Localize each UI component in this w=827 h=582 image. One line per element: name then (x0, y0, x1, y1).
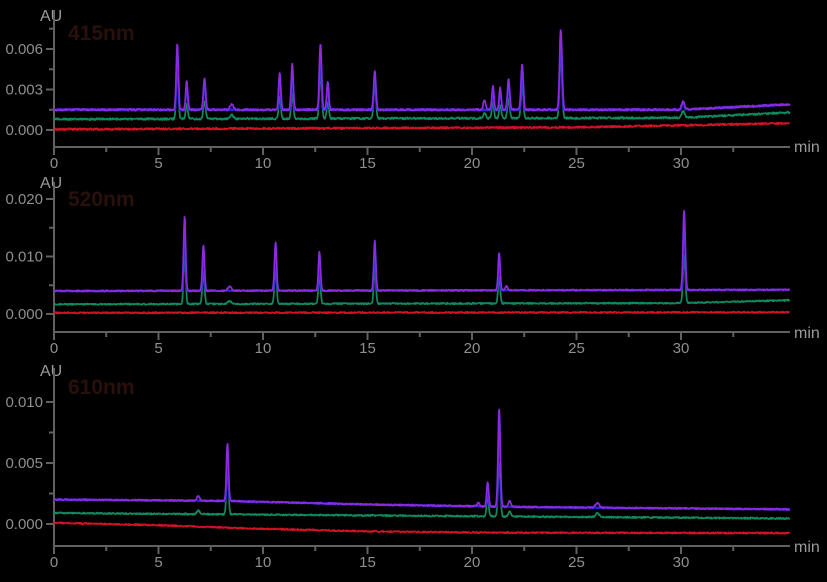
x-tick-label: 25 (568, 554, 585, 571)
trace-green (53, 249, 791, 306)
trace-blue (53, 213, 791, 293)
x-tick-label: 20 (464, 155, 481, 172)
y-tick-label: 0.006 (5, 41, 43, 58)
trace-green (53, 461, 791, 520)
y-tick-label: 0.003 (5, 82, 43, 99)
wavelength-title: 610nm (68, 376, 135, 399)
x-tick-label: 5 (154, 155, 162, 172)
trace-red (53, 521, 791, 535)
panel-520nm: AU 520nm min 0.000 0.010 0.020 0 5 10 15 20 25 30 (5, 175, 819, 357)
x-axis-unit-label: min (794, 539, 820, 556)
y-tick-label: 0.010 (5, 394, 43, 411)
x-tick-label: 15 (359, 554, 376, 571)
y-tick-label: 0.005 (5, 455, 43, 472)
x-tick-label: 25 (568, 155, 585, 172)
y-tick-label: 0.000 (5, 122, 43, 139)
x-tick-label: 15 (359, 340, 376, 357)
x-tick-label: 0 (50, 340, 58, 357)
x-tick-label: 15 (359, 155, 376, 172)
x-tick-label: 30 (673, 554, 690, 571)
trace-violet (53, 209, 791, 293)
x-tick-label: 0 (50, 554, 58, 571)
x-tick-label: 20 (464, 340, 481, 357)
wavelength-title: 520nm (68, 188, 135, 211)
x-tick-label: 10 (255, 155, 272, 172)
x-tick-label: 5 (154, 340, 162, 357)
panel-610nm: AU 610nm min 0.000 0.005 0.010 0 5 10 15 20 25 30 (5, 363, 819, 571)
x-tick-label: 10 (255, 554, 272, 571)
y-tick-label: 0.020 (5, 191, 43, 208)
trace-blue (53, 415, 791, 511)
x-axis-unit-label: min (794, 139, 820, 156)
x-tick-label: 20 (464, 554, 481, 571)
x-tick-label: 0 (50, 155, 58, 172)
wavelength-title: 415nm (68, 22, 135, 45)
x-tick-label: 30 (673, 340, 690, 357)
trace-blue (53, 34, 791, 112)
x-tick-label: 5 (154, 554, 162, 571)
x-axis-unit-label: min (794, 325, 820, 342)
x-tick-label: 25 (568, 340, 585, 357)
y-tick-label: 0.000 (5, 306, 43, 323)
y-tick-label: 0.010 (5, 249, 43, 266)
trace-red (53, 310, 791, 315)
panel-415nm: AU 415nm min 0.000 0.003 0.006 0 5 10 15 20 25 30 (5, 8, 819, 172)
y-tick-label: 0.000 (5, 516, 43, 533)
y-axis-unit-label: AU (40, 8, 62, 25)
y-axis-unit-label: AU (40, 363, 62, 380)
x-tick-label: 30 (673, 155, 690, 172)
x-tick-label: 10 (255, 340, 272, 357)
trace-red (53, 121, 791, 132)
y-axis-unit-label: AU (40, 175, 62, 192)
trace-violet (53, 29, 791, 112)
trace-violet (53, 408, 791, 511)
